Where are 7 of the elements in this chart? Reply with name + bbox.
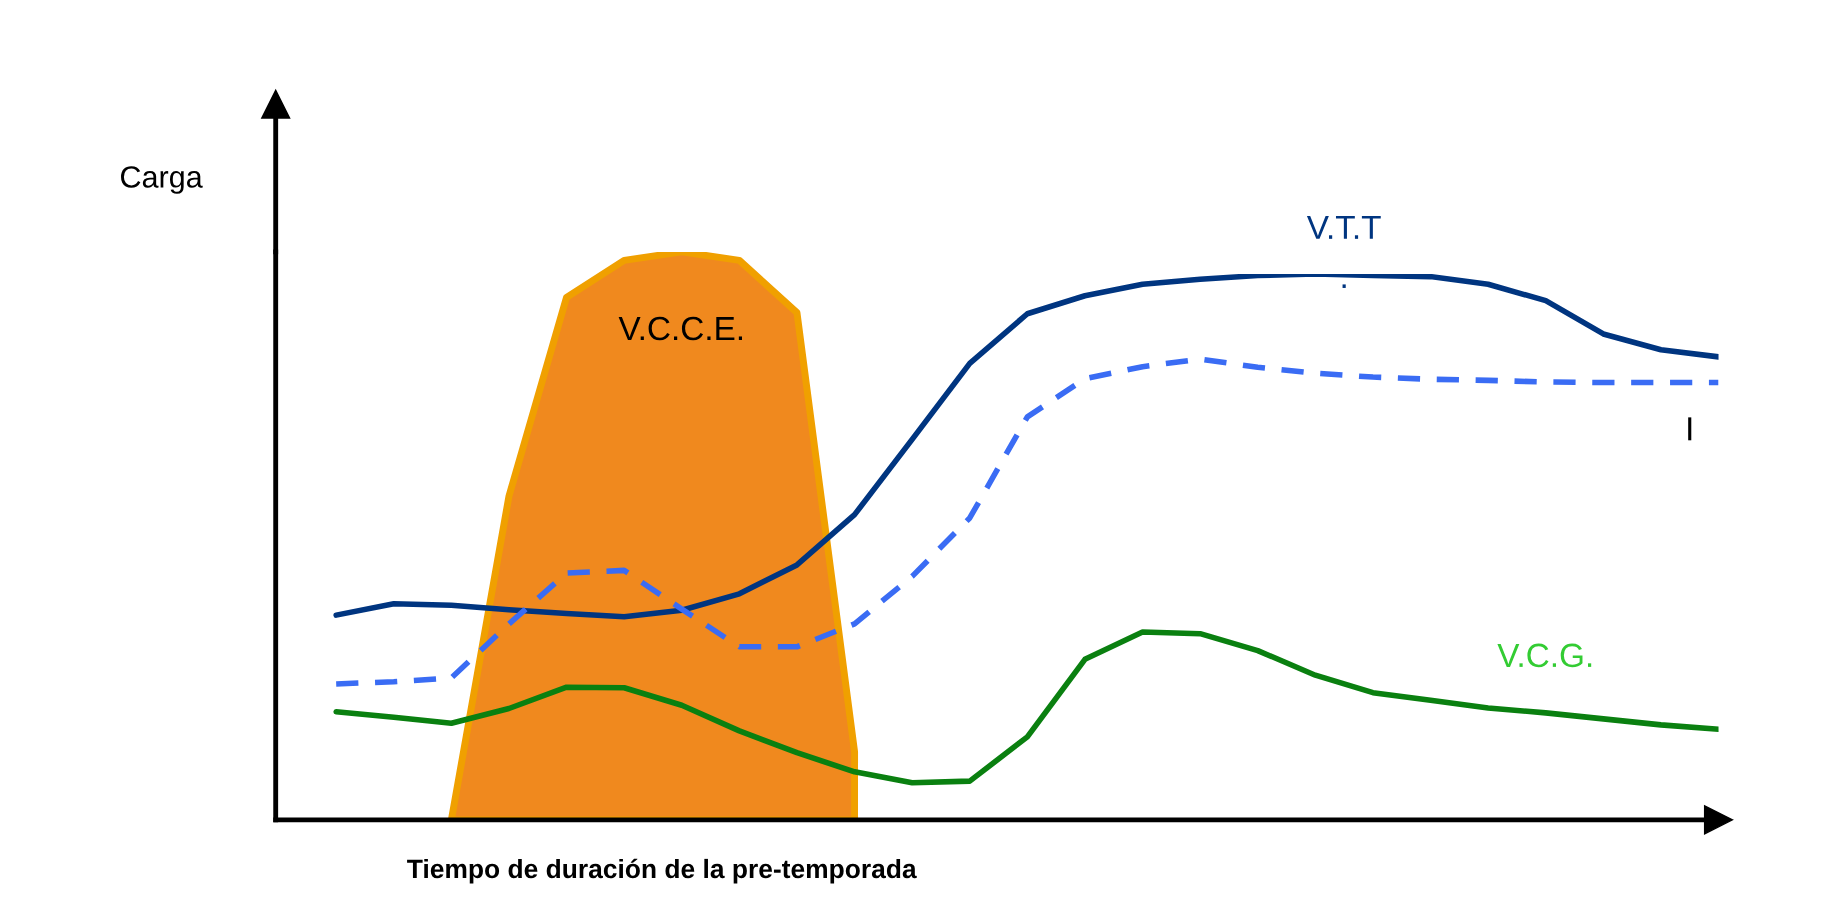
series-label: V.C.C.E. (618, 316, 743, 341)
series-label: I (1688, 417, 1692, 441)
y-axis-title: Carga (121, 166, 203, 194)
x-axis-title: Tiempo de duración de la pre-temporada (407, 858, 917, 884)
series-label: V.T.T (1306, 215, 1381, 239)
annotation: . (1342, 284, 1346, 288)
series-label: V.C.G. (1497, 643, 1592, 668)
